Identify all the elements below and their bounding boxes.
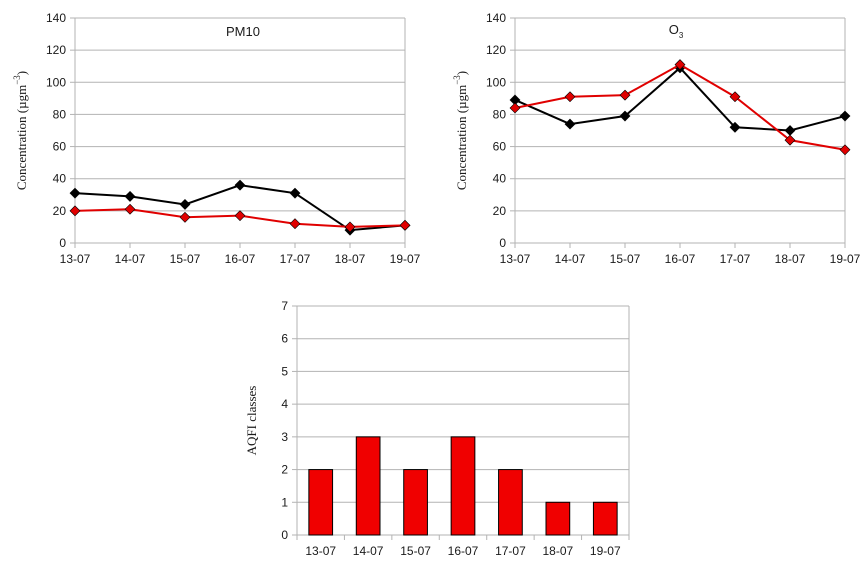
x-tick-label: 14-07 (555, 252, 586, 266)
chart-title: O3 (669, 22, 684, 40)
y-axis-label-tail: ) (454, 71, 469, 75)
data-point-marker (124, 203, 136, 215)
bar (592, 501, 618, 536)
data-point-marker (344, 221, 356, 233)
y-tick-label: 60 (493, 140, 507, 154)
y-tick-label: 140 (46, 11, 66, 25)
x-tick-label: 14-07 (353, 544, 384, 558)
data-point-marker (729, 121, 741, 133)
y-tick-label: 20 (53, 204, 67, 218)
aqfi-bar-chart: 0 1 2 3 4 5 6 7 13-07 14-07 15-07 16-07 17-07 18-07 19… (244, 299, 630, 558)
x-tick-label: 18-07 (335, 252, 366, 266)
x-tick-label: 17-07 (495, 544, 526, 558)
x-tick-label: 15-07 (170, 252, 201, 266)
y-tick-label: 0 (281, 528, 288, 542)
y-tick-label: 6 (281, 332, 288, 346)
y-tick-label: 2 (281, 463, 288, 477)
data-point-marker (69, 205, 81, 217)
y-tick-label: 20 (493, 204, 507, 218)
y-tick-label: 5 (281, 364, 288, 378)
pm10-line-chart: 0 20 40 60 80 100 120 140 13-07 14-07 15-07 16-07 17… (12, 11, 421, 266)
chart-title-subscript: 3 (679, 31, 684, 40)
y-tick-label: 0 (499, 236, 506, 250)
bar (450, 436, 476, 536)
data-point-marker (179, 199, 191, 210)
y-tick-label: 40 (493, 172, 507, 186)
series-line (514, 63, 846, 151)
data-point-marker (124, 190, 136, 202)
y-axis-label: AQFI classes (244, 386, 259, 456)
data-point-marker (674, 59, 686, 71)
x-tick-label: 17-07 (280, 252, 311, 266)
x-tick-label: 15-07 (400, 544, 431, 558)
bar (545, 501, 571, 536)
x-tick-label: 13-07 (60, 252, 91, 266)
data-point-marker (399, 219, 411, 231)
y-tick-label: 60 (53, 140, 67, 154)
y-tick-label: 7 (281, 299, 288, 313)
y-tick-label: 0 (59, 236, 66, 250)
y-axis-label-superscript: −3 (12, 75, 22, 85)
chart-title-text: O (669, 22, 679, 37)
bar (355, 436, 381, 536)
bar (403, 469, 428, 536)
y-axis-label-text: Concentration (µgm (14, 85, 29, 190)
data-point-marker (509, 102, 521, 114)
data-point-marker (839, 110, 851, 122)
bar (308, 469, 334, 536)
data-point-marker (289, 218, 301, 230)
chart-title: PM10 (226, 24, 260, 39)
x-tick-label: 19-07 (590, 544, 621, 558)
data-point-marker (69, 187, 81, 199)
y-tick-label: 120 (486, 43, 506, 57)
data-point-marker (784, 134, 796, 146)
y-tick-label: 120 (46, 43, 66, 57)
data-point-marker (619, 110, 631, 122)
data-point-marker (289, 187, 301, 199)
data-point-marker (564, 118, 576, 130)
data-point-marker (784, 125, 796, 136)
x-tick-label: 19-07 (830, 252, 861, 266)
data-point-marker (839, 144, 851, 156)
data-point-marker (729, 91, 741, 103)
y-tick-label: 100 (46, 75, 66, 89)
x-tick-label: 13-07 (500, 252, 531, 266)
x-tick-label: 13-07 (305, 544, 336, 558)
x-tick-label: 18-07 (775, 252, 806, 266)
y-tick-label: 140 (486, 11, 506, 25)
x-tick-label: 18-07 (543, 544, 574, 558)
y-tick-label: 100 (486, 75, 506, 89)
data-point-marker (234, 210, 246, 222)
bar (498, 469, 523, 536)
x-tick-label: 17-07 (720, 252, 751, 266)
x-tick-label: 14-07 (115, 252, 146, 266)
y-axis-label-tail: ) (14, 71, 29, 75)
y-tick-label: 3 (281, 430, 288, 444)
data-point-marker (564, 91, 576, 103)
y-tick-label: 4 (281, 397, 288, 411)
y-tick-label: 1 (281, 495, 288, 509)
data-point-marker (234, 179, 246, 191)
x-tick-label: 16-07 (448, 544, 479, 558)
y-tick-label: 80 (53, 107, 67, 121)
series-line (74, 184, 406, 232)
data-point-marker (619, 89, 631, 101)
x-tick-label: 16-07 (225, 252, 256, 266)
x-tick-label: 15-07 (610, 252, 641, 266)
x-tick-label: 16-07 (665, 252, 696, 266)
o3-line-chart: 0 20 40 60 80 100 120 140 13-07 14-07 15-07 16-07 17… (452, 11, 861, 266)
y-axis-label: Concentration (µgm−3) (12, 71, 29, 190)
data-point-marker (179, 211, 191, 223)
y-tick-label: 40 (53, 172, 67, 186)
y-axis-label: Concentration (µgm−3) (452, 71, 469, 190)
y-tick-label: 80 (493, 107, 507, 121)
x-tick-label: 19-07 (390, 252, 421, 266)
y-axis-label-superscript: −3 (452, 75, 462, 85)
series-line (514, 66, 846, 132)
y-axis-label-text: Concentration (µgm (454, 85, 469, 190)
